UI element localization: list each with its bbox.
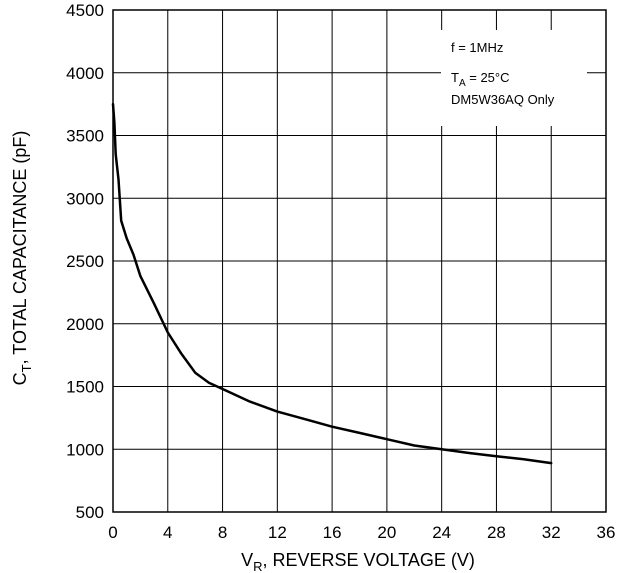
plot-frame <box>112 9 607 513</box>
x-axis-label: VR, REVERSE VOLTAGE (V) <box>241 550 475 573</box>
annotation-part: DM5W36AQ Only <box>451 92 555 107</box>
y-tick-label: 2500 <box>66 252 104 271</box>
x-tick-label: 16 <box>323 523 342 542</box>
y-tick-label: 4500 <box>66 1 104 20</box>
y-tick-label: 1000 <box>66 440 104 459</box>
x-tick-label: 0 <box>108 523 117 542</box>
y-tick-label: 3500 <box>66 127 104 146</box>
series-layer <box>111 102 553 465</box>
x-tick-label: 4 <box>163 523 172 542</box>
capacitance-curve <box>111 102 553 465</box>
annotation-background <box>441 30 587 126</box>
annotation-frequency: f = 1MHz <box>451 40 503 55</box>
x-tick-label: 20 <box>377 523 396 542</box>
x-tick-label: 32 <box>542 523 561 542</box>
y-tick-label: 2000 <box>66 315 104 334</box>
y-tick-label: 1500 <box>66 378 104 397</box>
annotation-temperature: TA = 25°C <box>451 70 510 89</box>
y-tick-labels: 500 1000 1500 2000 2500 3000 3500 4000 4500 <box>66 1 104 522</box>
x-tick-label: 28 <box>487 523 506 542</box>
x-tick-label: 24 <box>432 523 451 542</box>
y-axis-label: CT, TOTAL CAPACITANCE (pF) <box>10 131 34 386</box>
y-tick-label: 500 <box>76 503 104 522</box>
y-tick-label: 3000 <box>66 189 104 208</box>
annotation-box: f = 1MHz TA = 25°C DM5W36AQ Only <box>441 30 587 126</box>
x-tick-labels: 0 4 8 12 16 20 24 28 32 36 <box>108 523 615 542</box>
y-tick-label: 4000 <box>66 64 104 83</box>
x-tick-label: 36 <box>597 523 616 542</box>
x-tick-label: 8 <box>218 523 227 542</box>
x-tick-label: 12 <box>268 523 287 542</box>
